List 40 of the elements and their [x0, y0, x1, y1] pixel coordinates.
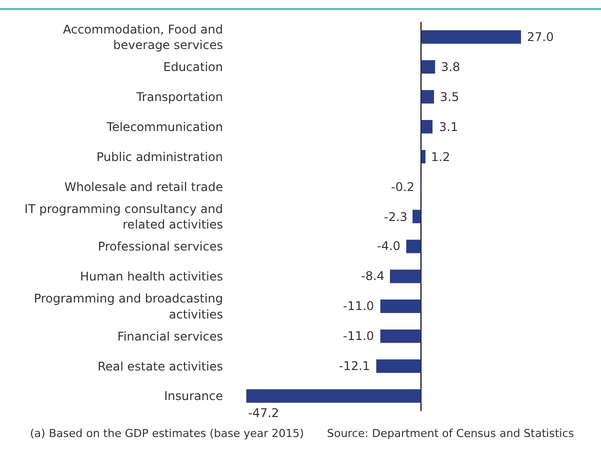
data-label: -11.0: [343, 299, 374, 313]
bar: [412, 210, 422, 224]
bar: [421, 120, 433, 134]
bar: [246, 389, 422, 403]
y-tick-label: Insurance: [164, 389, 223, 404]
data-label: -2.3: [384, 210, 408, 224]
bar: [380, 300, 422, 313]
y-tick-label: Professional services: [98, 240, 223, 254]
bar: [390, 270, 422, 284]
data-label: 1.2: [431, 150, 450, 164]
data-label: 3.1: [439, 120, 458, 134]
y-tick-label: Public administration: [96, 150, 223, 164]
source-note: Source: Department of Census and Statistics: [327, 427, 574, 440]
bar: [421, 30, 521, 44]
data-label: -11.0: [343, 329, 374, 343]
data-label: 27.0: [527, 30, 554, 44]
y-tick-label: Accommodation, Food and beverage services: [62, 22, 223, 52]
bar: [406, 240, 422, 254]
bar: [376, 359, 422, 373]
data-label: -47.2: [248, 406, 280, 420]
bar: [421, 60, 436, 74]
y-tick-label: Financial services: [117, 329, 223, 344]
data-label: -4.0: [377, 239, 400, 253]
data-label: 3.8: [441, 60, 460, 74]
y-tick-label: Education: [163, 60, 223, 74]
y-tick-label: IT programming consultancy and related activities: [24, 202, 223, 232]
bar: [380, 329, 422, 343]
data-label: -8.4: [361, 269, 384, 283]
data-label: -0.2: [391, 180, 414, 194]
bar: [421, 150, 426, 164]
y-tick-label: Programming and broadcasting activities: [34, 292, 223, 322]
bar: [421, 90, 434, 104]
y-tick-label: Wholesale and retail trade: [64, 180, 223, 194]
y-tick-label: Real estate activities: [98, 359, 223, 374]
data-label: 3.5: [440, 90, 460, 104]
y-tick-label: Human health activities: [80, 270, 223, 284]
data-label: -12.1: [339, 359, 370, 373]
y-tick-label: Telecommunication: [106, 120, 223, 134]
text: (a) Based on the GDP estimates (base year 2015): [30, 427, 304, 440]
y-tick-label: Transportation: [135, 90, 223, 104]
